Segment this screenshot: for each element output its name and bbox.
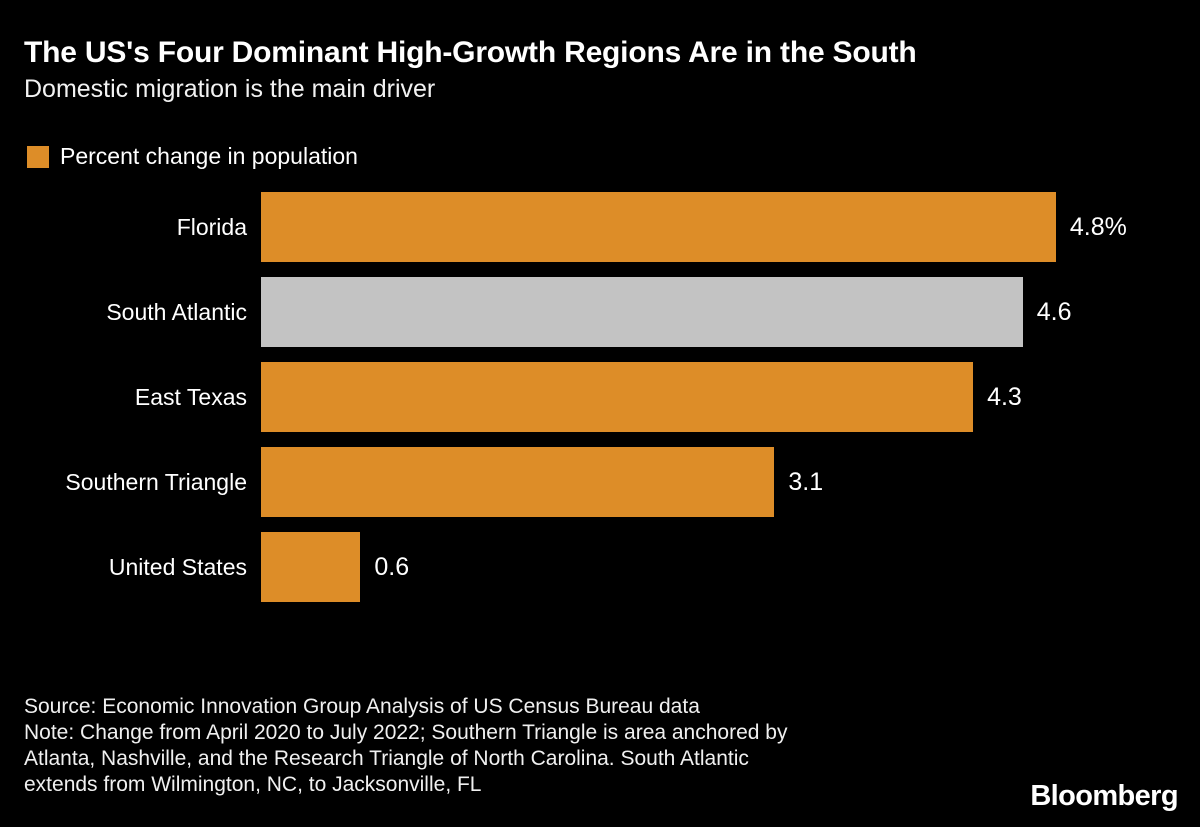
square-swatch-icon: [27, 145, 49, 168]
chart-footnotes: Source: Economic Innovation Group Analys…: [24, 694, 984, 798]
bar-value-label: 3.1: [788, 467, 824, 496]
legend-item-label: Percent change in population: [60, 143, 358, 169]
footnote-note-line-1: Note: Change from April 2020 to July 202…: [24, 721, 788, 744]
bar-united-states[interactable]: [261, 532, 361, 602]
bar-chart-plot-area: Florida 4.8% South Atlantic 4.6 East Texas 4.…: [0, 192, 1200, 616]
bar-category-label: Florida: [176, 213, 247, 240]
bar-florida[interactable]: [261, 192, 1056, 262]
bar-row: Southern Triangle 3.1: [0, 447, 1200, 517]
footnote-note-line-2: Atlanta, Nashville, and the Research Tri…: [24, 747, 749, 770]
bar-value-label: 4.3: [987, 382, 1022, 411]
bar-south-atlantic[interactable]: [261, 277, 1023, 347]
bar-value-label: 4.6: [1036, 297, 1072, 326]
page-title: The US's Four Dominant High-Growth Regio…: [24, 36, 917, 69]
chart-legend: Percent change in population: [27, 145, 358, 168]
bar-row: East Texas 4.3: [0, 362, 1200, 432]
bar-row: South Atlantic 4.6: [0, 277, 1200, 347]
bar-category-label: United States: [108, 553, 247, 580]
bar-east-texas[interactable]: [261, 362, 974, 432]
bar-southern-triangle[interactable]: [261, 447, 775, 517]
footnote-source: Source: Economic Innovation Group Analys…: [24, 695, 700, 718]
page-subtitle: Domestic migration is the main driver: [24, 75, 436, 103]
bar-row: United States 0.6: [0, 532, 1200, 602]
bar-value-label: 4.8%: [1069, 212, 1127, 241]
chart-header: The US's Four Dominant High-Growth Regio…: [24, 36, 1174, 104]
footnote-note-line-3: extends from Wilmington, NC, to Jacksonv…: [24, 773, 482, 796]
bar-category-label: Southern Triangle: [65, 468, 247, 495]
bar-row: Florida 4.8%: [0, 192, 1200, 262]
bar-value-label: 0.6: [374, 552, 410, 581]
bloomberg-logo: Bloomberg: [1030, 780, 1178, 812]
bar-category-label: East Texas: [134, 383, 247, 410]
bar-category-label: South Atlantic: [106, 298, 247, 325]
